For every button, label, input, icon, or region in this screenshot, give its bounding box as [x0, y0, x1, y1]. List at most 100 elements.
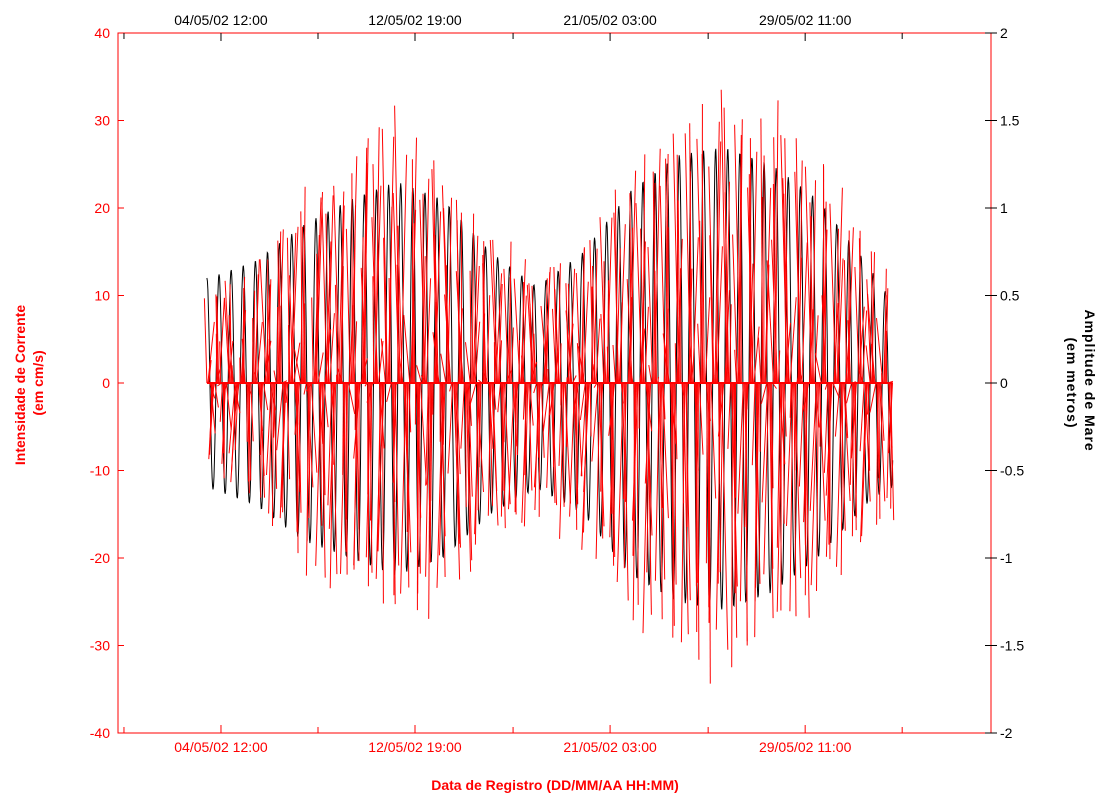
current-vector	[613, 212, 619, 384]
current-vector	[814, 315, 819, 384]
current-vector	[619, 302, 623, 384]
current-vector	[533, 333, 537, 384]
current-vector	[456, 382, 461, 475]
current-vector	[780, 135, 788, 384]
current-vector	[832, 382, 840, 398]
current-vector	[298, 382, 302, 513]
current-vector	[611, 382, 615, 566]
current-vector	[825, 382, 833, 496]
x-tick-label-bottom: 29/05/02 11:00	[759, 739, 852, 755]
current-vector	[689, 341, 695, 384]
x-tick-label-bottom: 21/05/02 03:00	[563, 739, 657, 755]
current-vector	[447, 382, 454, 474]
current-vector	[425, 382, 429, 486]
current-vector	[431, 169, 438, 384]
current-vector	[642, 382, 650, 634]
current-vector	[329, 313, 335, 384]
current-vector	[715, 141, 722, 384]
current-vector	[304, 303, 306, 384]
current-vector	[513, 278, 521, 384]
current-vector	[440, 353, 447, 384]
current-vector	[861, 382, 868, 537]
current-vector	[352, 205, 356, 384]
y-right-tick-label: -0.5	[1000, 463, 1024, 479]
current-vector	[416, 365, 422, 384]
x-tick-label-top: 29/05/02 11:00	[759, 12, 852, 28]
y-right-tick-label: 0.5	[1000, 288, 1020, 304]
current-vector	[317, 352, 324, 384]
current-vector	[821, 295, 827, 384]
current-vector	[441, 382, 446, 578]
current-vector	[559, 382, 565, 539]
y-left-tick-label: 0	[102, 375, 110, 391]
current-vector	[444, 294, 452, 384]
current-vector	[782, 382, 785, 524]
current-vector	[248, 382, 251, 482]
y-axis-right-title-line2: (em metros)	[1064, 337, 1080, 428]
current-vector	[272, 382, 274, 527]
current-vector	[500, 382, 504, 517]
current-vector	[338, 191, 345, 384]
current-vector	[879, 382, 886, 502]
current-vector	[514, 382, 517, 513]
y-axis-left-title: Intensidade de Corrente (em cm/s)	[12, 301, 46, 465]
y-left-tick-label: 30	[94, 113, 110, 129]
current-vector	[843, 260, 848, 384]
current-vector	[662, 333, 670, 384]
current-vector	[610, 382, 613, 514]
current-vector	[834, 228, 839, 384]
current-vector	[732, 234, 738, 384]
current-vector	[572, 375, 577, 384]
current-vector	[209, 382, 215, 441]
current-vector	[554, 289, 560, 384]
current-vector	[697, 382, 699, 583]
current-vector	[325, 213, 330, 384]
current-vector	[660, 382, 666, 580]
current-vector	[761, 382, 769, 503]
current-vector	[406, 382, 409, 533]
current-vector	[400, 382, 407, 594]
current-vector	[521, 382, 528, 523]
current-vector	[432, 332, 440, 384]
current-vector	[291, 226, 299, 384]
current-vector	[434, 235, 439, 384]
y-right-tick-label: 0	[1000, 375, 1008, 391]
current-vector	[242, 287, 245, 384]
current-vector	[498, 283, 503, 384]
current-vector	[469, 382, 477, 406]
current-vector	[289, 275, 294, 384]
current-vector	[579, 382, 586, 420]
current-vector	[259, 382, 263, 456]
current-vector	[623, 382, 627, 500]
current-vector	[327, 382, 333, 506]
current-vector	[600, 313, 605, 384]
current-vector	[858, 238, 862, 384]
current-vector	[522, 295, 527, 384]
current-vector	[799, 370, 804, 384]
current-vector	[464, 382, 467, 508]
data-layer	[203, 89, 895, 684]
current-vector	[632, 382, 637, 621]
current-vector	[793, 382, 797, 617]
current-vector	[482, 371, 489, 384]
current-vector	[478, 382, 482, 468]
current-vector	[672, 133, 680, 384]
current-vector	[460, 382, 465, 449]
current-vector	[215, 294, 219, 384]
current-vector	[810, 382, 818, 586]
current-vector	[717, 382, 725, 437]
current-vector	[454, 382, 461, 580]
current-vector	[834, 382, 841, 437]
current-vector	[734, 124, 741, 384]
current-vector	[764, 187, 772, 384]
current-vector	[474, 321, 481, 384]
current-vector	[758, 337, 762, 384]
current-vector	[654, 382, 660, 581]
current-vector	[419, 382, 421, 574]
current-vector	[716, 361, 719, 384]
current-vector	[522, 382, 526, 420]
current-vector	[268, 382, 273, 514]
current-vector	[809, 382, 817, 511]
current-vector	[322, 382, 326, 496]
y-right-tick-label: -1.5	[1000, 638, 1024, 654]
